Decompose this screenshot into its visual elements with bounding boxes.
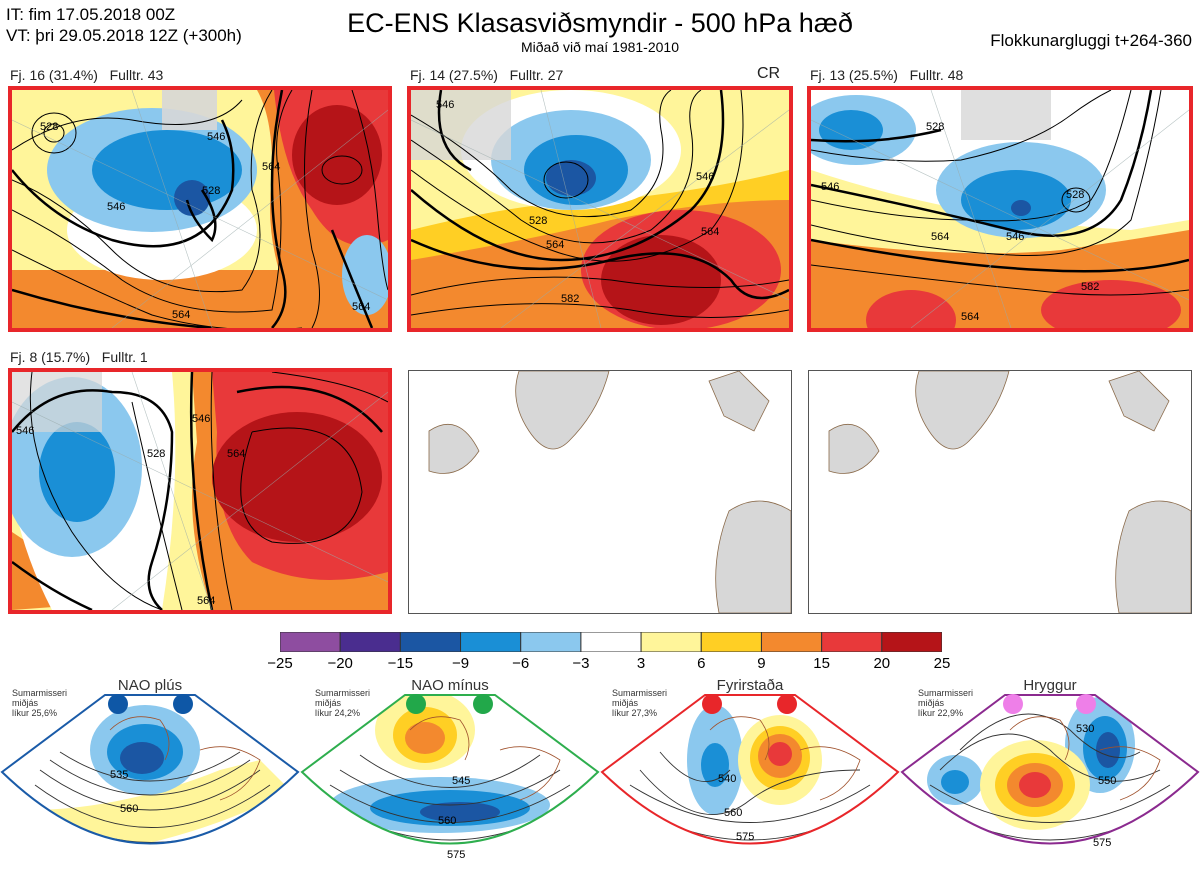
- contour-label: 560: [120, 803, 138, 815]
- colorbar-swatch: [339, 631, 401, 653]
- colorbar-swatch: [279, 631, 341, 653]
- contour-label: 564: [197, 595, 215, 607]
- regime-title-blocking: Fyrirstaða: [716, 677, 784, 694]
- colorbar-tick-label: 6: [697, 655, 706, 672]
- empty-map-2: [808, 370, 1192, 614]
- colorbar-swatch: [520, 631, 582, 653]
- contour-label: 528: [529, 215, 547, 227]
- panel-4-label: Fj. 8 (15.7%) Fulltr. 1: [10, 349, 148, 365]
- contour-label: 540: [718, 773, 736, 785]
- cluster-map-4[interactable]: 546 528 546 564 564: [8, 368, 392, 614]
- cluster-map-3[interactable]: 528 546 528 546 564 564 582: [807, 86, 1193, 332]
- contour-label: 546: [107, 201, 125, 213]
- contour-label: 560: [438, 815, 456, 827]
- contour-label: 564: [172, 309, 190, 321]
- regime-note-4: Sumarmisseri miðjás líkur 22,9%: [918, 688, 974, 718]
- contour-label: 582: [561, 293, 579, 305]
- cr-marker: CR: [757, 65, 781, 82]
- page-title: EC-ENS Klasasviðsmyndir - 500 hPa hæð: [347, 8, 853, 38]
- contour-label: 546: [436, 99, 454, 111]
- colorbar-swatch: [821, 631, 883, 653]
- contour-label: 545: [452, 775, 470, 787]
- panel-1-label: Fj. 16 (31.4%) Fulltr. 43: [10, 67, 164, 83]
- contour-label: 575: [1093, 837, 1111, 849]
- colorbar-tick-label: 3: [636, 655, 646, 672]
- contour-label: 575: [736, 831, 754, 843]
- classification-window: Flokkunargluggi t+264-360: [990, 31, 1192, 50]
- contour-label: 528: [40, 121, 58, 133]
- contour-label: 546: [16, 425, 34, 437]
- colorbar-tick-label: −25: [267, 655, 293, 672]
- colorbar-swatch: [580, 631, 642, 653]
- regime-map-nao-minus: 545 560 575: [300, 690, 600, 870]
- colorbar-swatch: [460, 631, 522, 653]
- regime-title-ridge: Hryggur: [1023, 677, 1077, 694]
- regime-map-blocking: 540 560 575: [600, 690, 900, 870]
- colorbar-swatch: [760, 631, 823, 653]
- colorbar-swatches: [279, 631, 943, 653]
- colorbar-tick-label: −15: [387, 655, 414, 672]
- colorbar-tick-label: −3: [572, 655, 590, 672]
- contour-label: 564: [701, 226, 719, 238]
- colorbar-swatch: [881, 631, 943, 653]
- cluster-map-2[interactable]: 546 528 546 564 564 582: [407, 86, 793, 332]
- contour-label: 546: [1006, 231, 1024, 243]
- contour-label: 528: [1066, 189, 1084, 201]
- regime-map-ridge: 530 550 575: [900, 690, 1200, 870]
- contour-label: 546: [821, 181, 839, 193]
- contour-label: 528: [202, 185, 220, 197]
- contour-label: 564: [961, 311, 979, 323]
- regime-title-nao-minus: NAO mínus: [411, 677, 489, 694]
- valid-time: VT: þri 29.05.2018 12Z (+300h): [6, 26, 242, 45]
- contour-label: 550: [1098, 775, 1116, 787]
- colorbar-tick-label: −20: [327, 655, 353, 672]
- colorbar-tick-label: 15: [813, 655, 830, 672]
- contour-label: 564: [931, 231, 949, 243]
- contour-label: 546: [696, 171, 714, 183]
- panel-3-label: Fj. 13 (25.5%) Fulltr. 48: [810, 67, 964, 83]
- regime-note-3: Sumarmisseri miðjás líkur 27,3%: [612, 688, 668, 718]
- contour-label: 564: [352, 301, 370, 313]
- issue-time: IT: fim 17.05.2018 00Z: [6, 5, 176, 24]
- contour-label: 528: [926, 121, 944, 133]
- colorbar-swatch: [399, 631, 462, 653]
- colorbar-swatch: [700, 631, 762, 653]
- contour-label: 546: [192, 413, 210, 425]
- regime-note-2: Sumarmisseri miðjás líkur 24,2%: [315, 688, 371, 718]
- regime-map-nao-plus: 535 560: [0, 690, 300, 870]
- contour-label: 564: [227, 448, 245, 460]
- colorbar-tick-label: 9: [757, 655, 766, 672]
- contour-label: 535: [110, 769, 128, 781]
- contour-label: 560: [724, 807, 742, 819]
- colorbar-tick-label: −6: [512, 655, 530, 672]
- contour-label: 582: [1081, 281, 1099, 293]
- contour-label: 564: [262, 161, 280, 173]
- contour-label: 564: [546, 239, 564, 251]
- contour-label: 546: [207, 131, 225, 143]
- empty-map-1: [408, 370, 792, 614]
- regime-title-nao-plus: NAO plús: [117, 677, 183, 694]
- contour-label: 528: [147, 448, 165, 460]
- contour-label: 575: [447, 849, 465, 861]
- regime-note-1: Sumarmisseri miðjás líkur 25,6%: [12, 688, 68, 718]
- colorbar-tick-label: −9: [451, 655, 470, 672]
- colorbar-tick-label: 20: [873, 655, 891, 672]
- page-subtitle: Miðað við maí 1981-2010: [521, 39, 679, 55]
- cluster-map-1[interactable]: 528 546 528 546 564 564 564: [8, 86, 392, 332]
- contour-label: 530: [1076, 723, 1094, 735]
- colorbar: [279, 631, 943, 653]
- panel-2-label: Fj. 14 (27.5%) Fulltr. 27: [410, 67, 564, 83]
- colorbar-ticks: −25 −20 −15 −9 −6 −3 3 6 9 15 20 25: [267, 655, 950, 675]
- colorbar-tick-label: 25: [933, 655, 951, 672]
- header-info: IT: fim 17.05.2018 00Z VT: þri 29.05.201…: [6, 4, 242, 46]
- colorbar-swatch: [640, 631, 702, 653]
